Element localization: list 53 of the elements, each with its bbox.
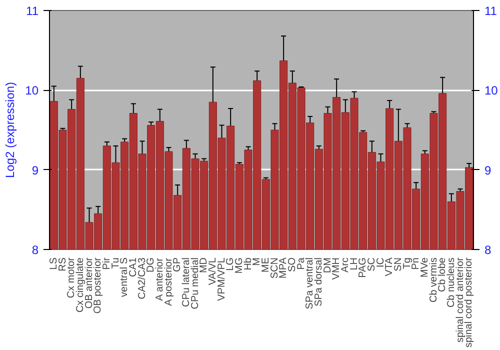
x-tick-label: A anterior [154,257,166,301]
x-tick-label: SN [392,257,404,272]
x-tick-label: LG [225,257,236,271]
x-tick-label: SO [286,257,298,272]
y-tick-label: 10 [25,84,39,98]
x-tick-label: VMH [331,257,342,280]
x-tick-label: ventral S [119,257,130,297]
y2-tick-label: 9 [484,163,492,178]
x-tick-label: LH [348,257,360,270]
x-tick-label: DG [146,257,157,272]
x-tick-label: ME [260,257,272,272]
x-tick-label: Arc [340,258,351,272]
x-tick-label: CPu medial [190,257,201,310]
x-tick-label: CPu lateral [180,258,192,307]
x-tick-label: M [252,257,263,266]
y2-tick-label: 11 [484,4,498,18]
x-tick-label: spinal cord posterior [464,256,475,348]
x-tick-label: SCN [269,257,280,279]
x-tick-label: Tg [402,258,413,270]
x-tick-label: GP [172,257,184,272]
x-tick-label: OB anterior [84,256,95,309]
x-tick-label: VPM/VPL [216,257,228,301]
y-tick-label: 8 [32,243,39,257]
y-axis-title: Log2 (expression) [3,82,18,178]
x-tick-label: CA2/CA3 [136,257,148,300]
y-tick-label: 9 [32,163,39,178]
x-tick-label: RS [57,257,68,272]
y2-tick-label: 10 [484,84,498,98]
x-tick-label: CA1 [128,257,139,277]
y2-tick-label: 8 [484,243,492,257]
x-tick-label: DM [322,257,334,274]
x-tick-label: Pn [410,257,422,270]
x-tick-label: Tu [110,257,122,269]
x-tick-label: LS [48,257,60,270]
x-tick-label: IC [375,258,386,268]
x-tick-label: OB posterior [92,256,104,314]
y-tick-label: 11 [26,4,39,18]
x-tick-label: Pa [296,257,307,270]
x-tick-label: A posterior [163,257,174,306]
x-tick-label: Hb [242,257,254,270]
x-tick-label: MVe [419,257,430,278]
x-tick-label: spinal cord anterior [454,256,466,343]
x-tick-label: VTA [384,257,396,276]
x-tick-label: Pir [101,256,112,270]
x-tick-label: PAG [358,257,369,278]
x-tick-label: SC [366,257,378,272]
x-tick-label: VA/VL [207,257,218,286]
x-tick-label: MG [234,257,245,274]
x-tick-label: Cb nucleus [446,258,457,308]
x-tick-label: SPa dorsal [313,257,324,306]
x-tick-label: MPA [278,257,290,278]
x-tick-label: Cb lobe [437,257,448,292]
x-tick-label: Cx cingulate [74,257,86,313]
